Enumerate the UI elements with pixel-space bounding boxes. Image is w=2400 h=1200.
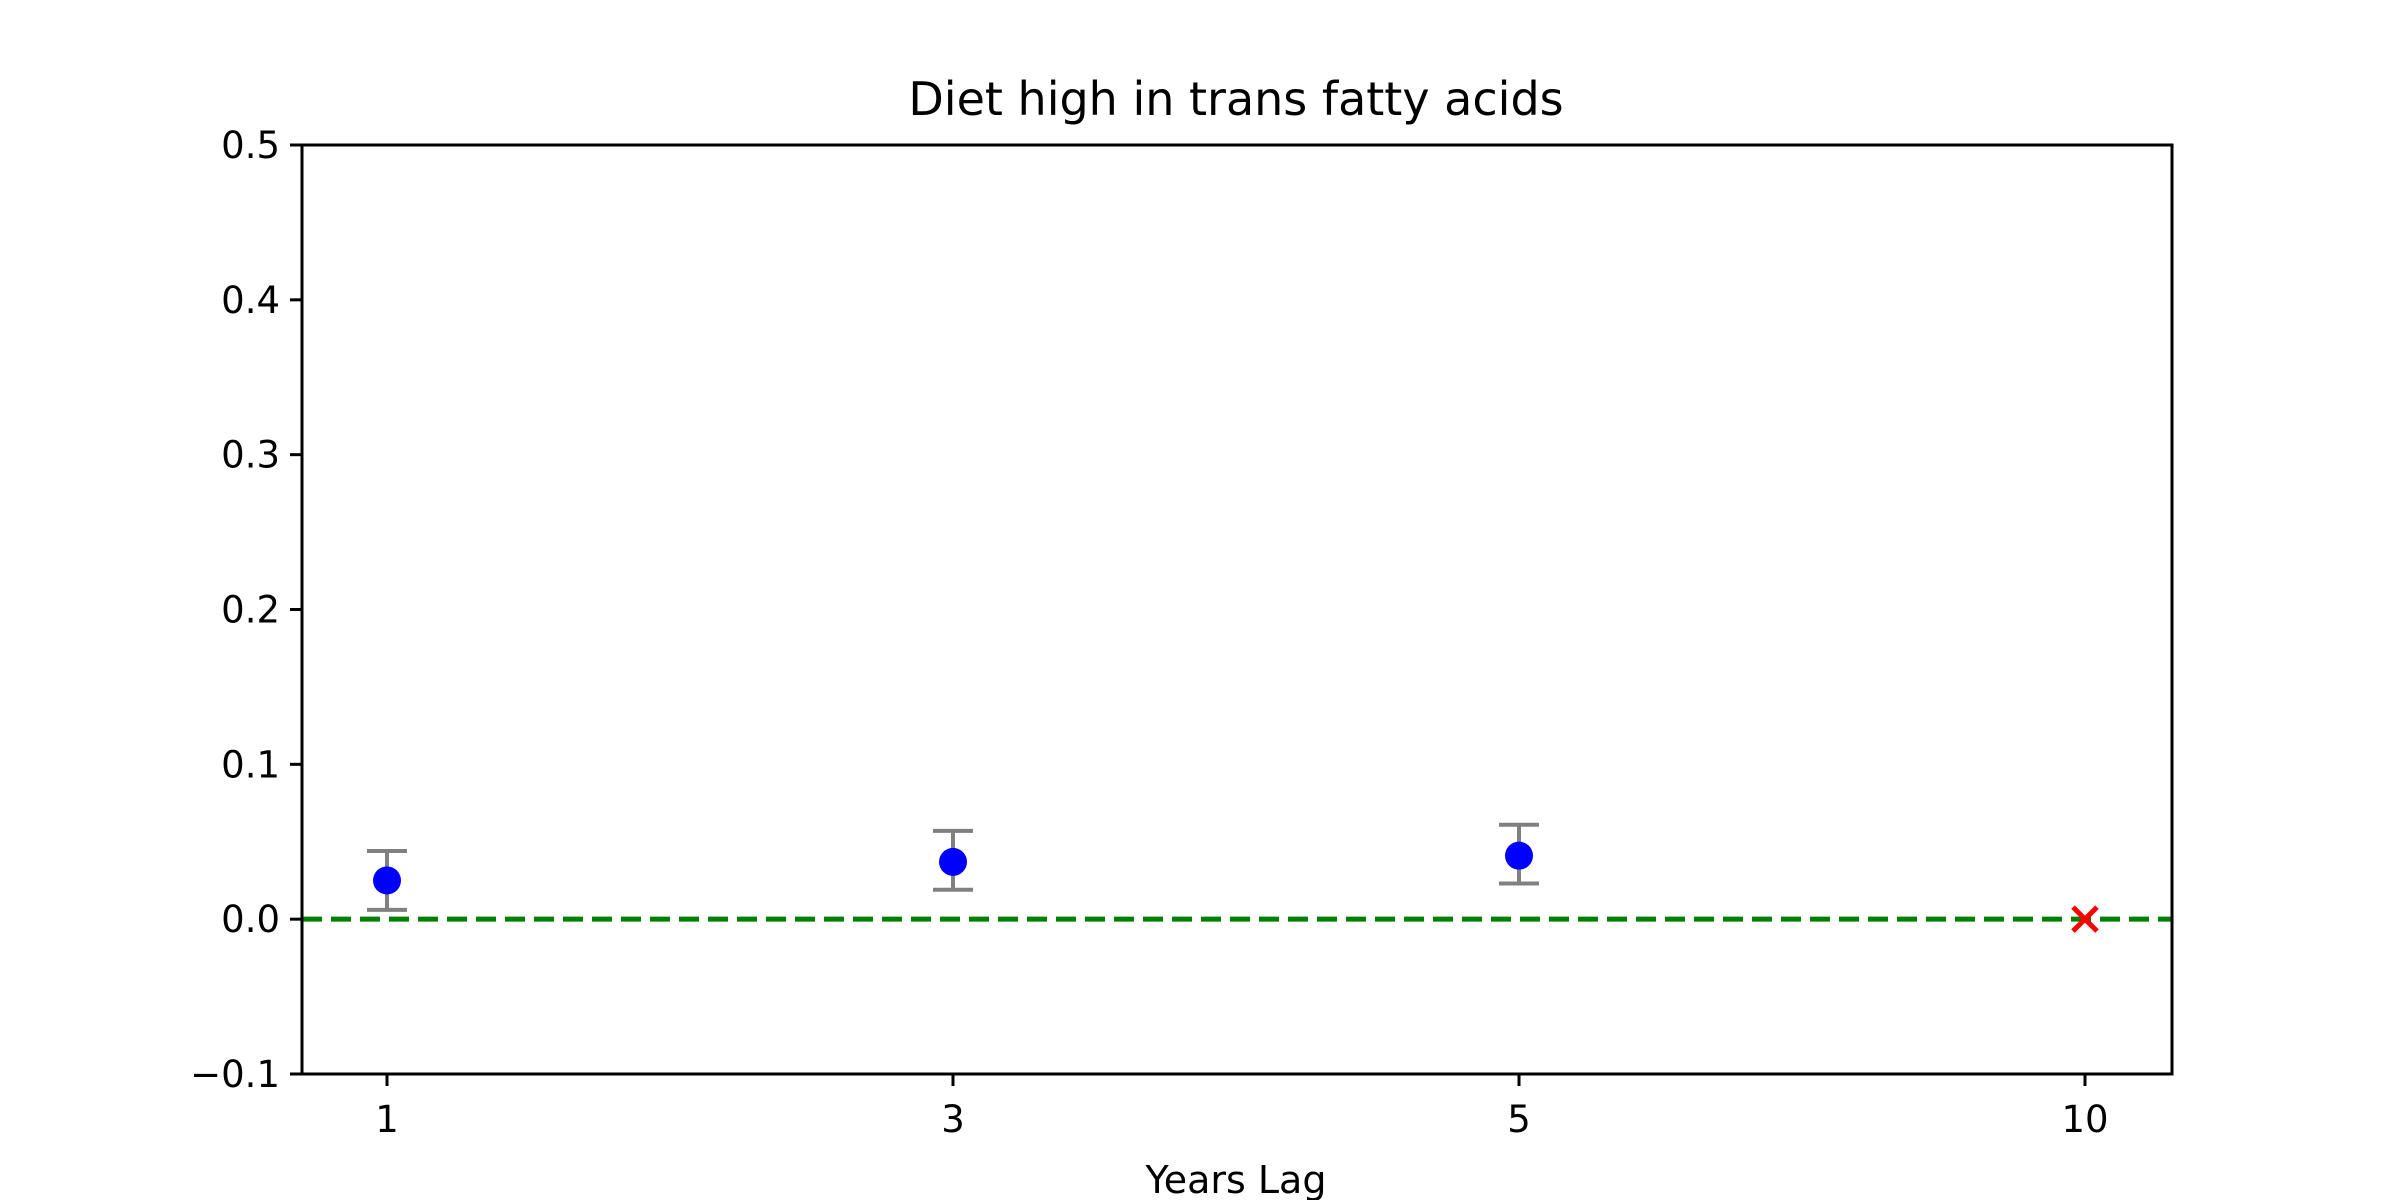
x-axis-label: Years Lag	[1145, 1158, 1327, 1200]
data-point	[939, 847, 967, 876]
data-point	[1505, 841, 1533, 870]
missing-marker	[2071, 905, 2099, 933]
x-tick-label: 10	[2061, 1098, 2108, 1141]
y-tick-label: 0.0	[221, 898, 280, 941]
data-point	[373, 866, 401, 895]
y-tick-label: 0.3	[221, 434, 280, 477]
x-tick-label: 1	[375, 1098, 399, 1141]
y-tick-label: −0.1	[190, 1053, 280, 1096]
x-tick-label: 5	[1507, 1098, 1531, 1141]
plot-frame	[300, 143, 2174, 1076]
y-tick-label: 0.2	[221, 589, 280, 632]
chart-title: Diet high in trans fatty acids	[908, 72, 1563, 126]
y-tick-label: 0.4	[221, 279, 280, 322]
x-tick-label: 3	[941, 1098, 965, 1141]
missing-marker-stroke	[2071, 905, 2099, 933]
y-tick-label: 0.1	[221, 743, 280, 786]
y-tick-label: 0.5	[221, 124, 280, 167]
